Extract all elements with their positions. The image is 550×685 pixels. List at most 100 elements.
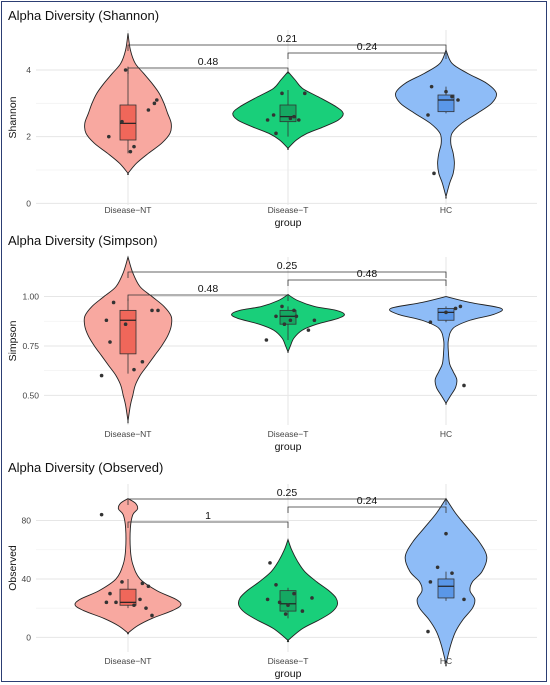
- data-point: [432, 171, 436, 176]
- data-point: [120, 580, 124, 584]
- data-point: [462, 597, 466, 602]
- box: [119, 309, 137, 355]
- significance-bracket: [287, 52, 447, 59]
- data-point: [132, 603, 136, 608]
- data-point: [152, 101, 157, 106]
- data-point: [294, 314, 299, 319]
- data-point: [292, 114, 296, 119]
- data-point: [264, 338, 269, 342]
- violin-hc: [394, 48, 498, 199]
- significance-bracket: [287, 279, 447, 286]
- y-axis-label: Observed: [7, 545, 19, 591]
- data-point: [150, 308, 154, 313]
- x-axis-label: group: [275, 217, 302, 229]
- box: [437, 94, 455, 113]
- data-point: [128, 149, 133, 154]
- y-tick-label: 80: [22, 516, 32, 526]
- data-point: [458, 304, 463, 309]
- data-point: [99, 373, 104, 378]
- data-point: [286, 603, 290, 608]
- data-point: [453, 306, 458, 311]
- data-point: [156, 308, 160, 313]
- data-point: [132, 367, 136, 372]
- x-tick-label: HC: [440, 429, 452, 439]
- p-value-label: 1: [205, 510, 211, 522]
- data-point: [292, 591, 296, 596]
- data-point: [123, 322, 128, 327]
- box: [119, 104, 137, 141]
- data-point: [288, 116, 293, 121]
- data-point: [155, 98, 159, 102]
- data-point: [123, 68, 128, 72]
- y-axis-label: Simpson: [7, 320, 19, 361]
- x-axis-label: group: [275, 668, 302, 680]
- data-point: [310, 596, 314, 600]
- data-point: [138, 597, 142, 602]
- data-point: [132, 144, 136, 149]
- data-point: [140, 359, 145, 364]
- data-point: [265, 118, 270, 122]
- box: [437, 307, 455, 321]
- data-point: [426, 629, 430, 634]
- data-point: [426, 113, 430, 117]
- x-tick-label: Disease−T: [268, 656, 309, 666]
- data-point: [265, 597, 270, 602]
- data-point: [274, 314, 278, 319]
- x-tick-label: Disease−NT: [104, 205, 151, 215]
- p-value-label: 0.25: [277, 260, 298, 272]
- significance-bracket: [127, 67, 289, 74]
- x-tick-label: Disease−NT: [104, 429, 151, 439]
- data-point: [271, 113, 276, 117]
- panel-observed: Alpha Diversity (Observed) 0 40 80 Observed D…: [7, 460, 537, 680]
- data-point: [274, 131, 278, 136]
- box: [437, 578, 455, 599]
- data-point: [104, 600, 109, 605]
- data-point: [104, 318, 109, 323]
- data-point: [282, 322, 287, 327]
- p-value-label: 0.25: [277, 487, 298, 499]
- y-tick-label: 0.50: [22, 390, 39, 400]
- significance-bracket: [127, 44, 447, 51]
- data-point: [456, 98, 460, 102]
- data-point: [288, 318, 293, 323]
- data-point: [429, 84, 434, 89]
- data-point: [444, 89, 448, 94]
- x-tick-label: HC: [440, 205, 452, 215]
- data-point: [306, 328, 311, 332]
- data-point: [450, 94, 454, 99]
- data-point: [444, 531, 448, 536]
- data-point: [277, 600, 282, 605]
- chart-title: Alpha Diversity (Observed): [8, 460, 163, 475]
- data-point: [150, 613, 154, 618]
- data-point: [144, 606, 148, 610]
- p-value-label: 0.21: [277, 33, 298, 45]
- data-point: [140, 581, 145, 586]
- significance-bracket: [287, 506, 447, 513]
- box: [279, 104, 297, 123]
- significance-bracket: [127, 521, 289, 528]
- data-point: [280, 91, 284, 96]
- data-point: [108, 591, 112, 596]
- panel-simpson: Alpha Diversity (Simpson) 0.50 0.75 1.00 Sim…: [7, 233, 537, 453]
- data-point: [280, 304, 284, 309]
- violin-hc: [389, 296, 503, 405]
- data-point: [312, 318, 317, 323]
- data-point: [428, 320, 433, 325]
- p-value-label: 0.48: [198, 56, 219, 68]
- x-tick-label: Disease−NT: [104, 656, 151, 666]
- y-tick-label: 1.00: [22, 292, 39, 302]
- x-tick-label: Disease−T: [268, 205, 309, 215]
- p-value-label: 0.48: [357, 268, 378, 280]
- y-tick-label: 2: [26, 132, 31, 142]
- data-point: [462, 383, 466, 388]
- data-point: [303, 91, 307, 96]
- p-value-label: 0.24: [357, 495, 378, 507]
- data-point: [107, 134, 111, 139]
- data-point: [268, 561, 272, 565]
- x-tick-label: Disease−T: [268, 429, 309, 439]
- y-tick-label: 0: [26, 632, 31, 642]
- y-axis-label: Shannon: [7, 96, 19, 138]
- data-point: [120, 119, 124, 124]
- significance-bracket: [127, 271, 447, 278]
